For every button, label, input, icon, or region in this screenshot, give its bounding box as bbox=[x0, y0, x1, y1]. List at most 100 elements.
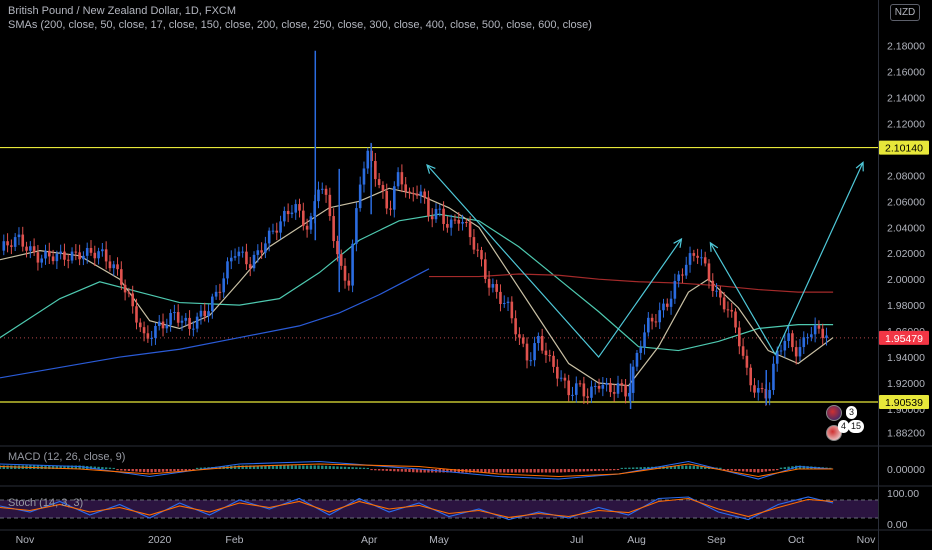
candle-body bbox=[44, 250, 47, 259]
candle-body bbox=[525, 343, 529, 361]
candle-body bbox=[260, 250, 263, 253]
candle-body bbox=[658, 310, 661, 323]
candle-body bbox=[711, 280, 715, 291]
macd-histogram-bar bbox=[286, 465, 290, 469]
moving-average-line bbox=[0, 268, 430, 379]
candle-body bbox=[810, 334, 813, 338]
macd-histogram-bar bbox=[112, 467, 115, 469]
candle-body bbox=[548, 355, 552, 357]
stoch-label: Stoch (14, 3, 3) bbox=[8, 497, 84, 509]
macd-histogram-bar bbox=[237, 465, 241, 469]
event-badges[interactable]: 3 4 15 bbox=[826, 403, 866, 441]
candle-body bbox=[794, 347, 798, 357]
price-tick-label: 1.88200 bbox=[887, 427, 925, 439]
candle-body bbox=[605, 382, 608, 385]
macd-histogram-bar bbox=[544, 469, 548, 473]
macd-histogram-bar bbox=[321, 465, 324, 469]
macd-histogram-bar bbox=[336, 466, 339, 469]
candle-body bbox=[601, 384, 605, 389]
macd-histogram-bar bbox=[764, 469, 768, 472]
candle-body bbox=[616, 383, 620, 394]
candle-body bbox=[495, 284, 498, 292]
macd-histogram-bar bbox=[597, 469, 601, 471]
time-tick-label: Feb bbox=[225, 534, 243, 546]
macd-histogram-bar bbox=[556, 469, 559, 473]
macd-histogram-bar bbox=[309, 465, 313, 469]
macd-histogram-bar bbox=[203, 467, 206, 469]
candle-body bbox=[722, 297, 726, 310]
candle-body bbox=[116, 264, 119, 270]
candle-body bbox=[218, 291, 222, 293]
macd-histogram-bar bbox=[241, 465, 244, 469]
macd-histogram-bar bbox=[616, 469, 620, 471]
macd-histogram-bar bbox=[415, 469, 419, 473]
time-tick-label: Apr bbox=[361, 534, 378, 546]
candle-body bbox=[779, 350, 783, 352]
candle-body bbox=[226, 261, 229, 279]
macd-histogram-bar bbox=[783, 467, 787, 469]
macd-histogram-bar bbox=[389, 469, 392, 472]
stoch-band-fill bbox=[0, 500, 878, 518]
candle-body bbox=[40, 258, 44, 263]
candle-body bbox=[264, 243, 267, 253]
candle-body bbox=[483, 259, 487, 279]
macd-label: MACD (12, 26, close, 9) bbox=[8, 451, 126, 463]
candle-body bbox=[309, 216, 313, 230]
candle-body bbox=[13, 237, 17, 247]
macd-histogram-bar bbox=[578, 469, 582, 472]
candle-body bbox=[233, 256, 237, 258]
price-tick-label: 1.98000 bbox=[887, 300, 925, 312]
candle-body bbox=[207, 311, 210, 317]
stoch-pane bbox=[0, 496, 878, 521]
candle-body bbox=[192, 328, 195, 330]
currency-button[interactable]: NZD bbox=[890, 4, 920, 21]
macd-histogram-bar bbox=[503, 469, 506, 473]
macd-histogram-bar bbox=[366, 467, 369, 469]
price-label-box bbox=[879, 140, 929, 155]
macd-histogram-bar bbox=[123, 469, 127, 471]
macd-histogram-bar bbox=[275, 465, 278, 469]
candle-body bbox=[203, 310, 207, 317]
macd-histogram-bar bbox=[480, 469, 483, 473]
stoch-tick-label: 100.00 bbox=[887, 488, 919, 500]
price-label-box bbox=[879, 394, 929, 409]
moving-average-line bbox=[429, 273, 834, 293]
macd-histogram-bar bbox=[55, 465, 59, 469]
macd-histogram-bar bbox=[377, 469, 381, 471]
candle-body bbox=[271, 230, 275, 232]
macd-histogram-bar bbox=[567, 469, 570, 473]
candle-body bbox=[29, 246, 32, 251]
candle-body bbox=[123, 284, 127, 293]
candle-body bbox=[438, 208, 442, 210]
macd-histogram-bar bbox=[0, 465, 2, 469]
candle-body bbox=[389, 208, 392, 210]
candle-body bbox=[719, 290, 722, 298]
candle-body bbox=[609, 382, 612, 393]
candle-body bbox=[510, 301, 514, 319]
candle-body bbox=[635, 352, 639, 367]
macd-histogram-bar bbox=[518, 469, 521, 473]
candle-body bbox=[343, 265, 347, 281]
moving-average-line bbox=[0, 213, 834, 352]
time-tick-label: Nov bbox=[16, 534, 35, 546]
macd-histogram-bar bbox=[749, 469, 752, 472]
price-tick-label: 2.14000 bbox=[887, 92, 925, 104]
candle-body bbox=[385, 190, 389, 209]
price-tick-label: 2.08000 bbox=[887, 170, 925, 182]
macd-histogram-bar bbox=[404, 469, 407, 472]
candle-body bbox=[165, 324, 169, 329]
price-tick-label: 2.02000 bbox=[887, 248, 925, 260]
candle-body bbox=[400, 172, 404, 185]
main-pane bbox=[0, 50, 878, 409]
macd-histogram-bar bbox=[381, 469, 385, 471]
macd-histogram-bar bbox=[116, 469, 119, 471]
macd-histogram-bar bbox=[298, 465, 301, 469]
macd-histogram-bar bbox=[613, 469, 616, 471]
candle-body bbox=[491, 284, 495, 288]
candle-body bbox=[537, 335, 540, 344]
macd-histogram-bar bbox=[753, 469, 756, 473]
candle-body bbox=[571, 394, 574, 396]
macd-histogram-bar bbox=[340, 466, 343, 469]
candle-body bbox=[673, 280, 677, 299]
